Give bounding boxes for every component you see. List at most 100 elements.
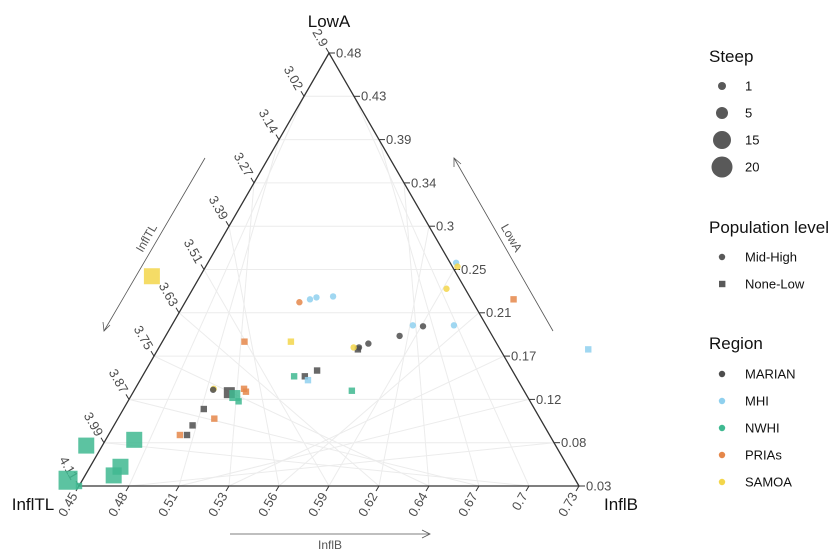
point-nwhi: [126, 431, 143, 448]
point-prias: [296, 299, 303, 306]
legend-shape: Population level Mid-High None-Low: [709, 218, 829, 291]
legend-size-key: [716, 107, 728, 119]
legend-color-key: [718, 424, 726, 432]
legend-color: Region MARIAN MHI NWHI PRIAs SAMOA: [709, 334, 796, 489]
tick-mark-left: [175, 307, 180, 314]
point-marian: [183, 431, 191, 439]
tick-label-right: 0.03: [586, 478, 611, 493]
point-samoa: [143, 268, 160, 285]
legend-color-title: Region: [709, 334, 763, 353]
point-marian: [301, 373, 309, 380]
axis-name-bottom: InflB: [318, 538, 342, 552]
point-mhi: [304, 376, 312, 384]
legend-color-key: [718, 478, 726, 486]
point-nwhi: [348, 387, 356, 394]
tick-label-left: 3.99: [81, 409, 107, 438]
tick-label-right: 0.12: [536, 392, 561, 407]
point-mhi: [409, 322, 417, 329]
tick-label-right: 0.48: [336, 45, 361, 60]
legend-size-key: [711, 156, 733, 178]
tick-label-right: 0.21: [486, 305, 511, 320]
tick-label-right: 0.34: [411, 175, 436, 190]
tick-mark-left: [250, 177, 255, 184]
axis-name-left: InflTL: [133, 221, 160, 254]
point-marian: [189, 422, 196, 429]
legend-size-key: [718, 82, 726, 90]
axis-name-right: LowA: [498, 221, 525, 254]
point-mhi: [306, 296, 314, 303]
grid-line: [403, 182, 430, 487]
tick-mark-bottom: [525, 485, 530, 492]
tick-mark-bottom: [375, 485, 380, 492]
point-marian: [419, 323, 427, 330]
legend-size-title: Steep: [709, 47, 753, 66]
grid-line: [378, 139, 480, 487]
tick-label-left: 3.75: [131, 323, 157, 352]
tick-label-left: 3.51: [181, 236, 207, 265]
tick-label-bottom: 0.7: [509, 490, 531, 513]
legend-size-label: 5: [745, 105, 752, 120]
tick-label-left: 3.87: [106, 366, 132, 395]
grid-lines: [103, 95, 555, 487]
legend-color-key: [718, 370, 726, 378]
point-prias: [510, 296, 517, 303]
legend-color-key: [718, 451, 726, 459]
point-mhi: [450, 322, 458, 329]
tick-label-left: 3.39: [206, 193, 232, 222]
tick-label-bottom: 0.73: [555, 490, 581, 519]
legend-color-key: [718, 397, 726, 405]
tick-mark-bottom: [575, 485, 580, 492]
point-prias: [241, 338, 248, 345]
legend-shape-label: None-Low: [745, 276, 805, 291]
legend-color-label: SAMOA: [745, 474, 792, 489]
point-prias: [176, 431, 184, 439]
legend-shape-title: Population level: [709, 218, 829, 237]
legend-size-key: [713, 131, 731, 149]
point-marian: [200, 405, 208, 413]
legend-size-label: 1: [745, 78, 752, 93]
corner-label-left: InflTL: [12, 495, 55, 514]
point-nwhi: [229, 390, 241, 402]
legend-color-label: NWHI: [745, 420, 780, 435]
tick-label-bottom: 0.62: [355, 490, 381, 519]
tick-mark-left: [150, 350, 155, 357]
point-prias: [211, 415, 218, 422]
point-mhi: [329, 293, 337, 300]
tick-mark-left: [100, 437, 105, 443]
point-mhi: [313, 294, 320, 301]
tick-label-bottom: 0.67: [455, 490, 481, 519]
legend-size-label: 20: [745, 159, 759, 174]
point-marian: [396, 332, 403, 340]
tick-mark-left: [275, 134, 280, 140]
point-nwhi: [78, 437, 95, 454]
point-marian: [354, 346, 362, 353]
point-mhi: [585, 346, 592, 353]
tick-mark-bottom: [425, 485, 430, 492]
point-samoa: [443, 285, 450, 292]
legend-size-label: 15: [745, 132, 759, 147]
legend-color-label: PRIAs: [745, 447, 782, 462]
tick-label-bottom: 0.48: [105, 490, 131, 519]
tick-mark-left: [300, 91, 305, 97]
tick-mark-bottom: [275, 485, 280, 492]
tick-mark-left: [200, 264, 205, 270]
point-samoa: [287, 338, 295, 345]
point-nwhi: [290, 373, 298, 380]
tick-label-right: 0.25: [461, 262, 486, 277]
point-nwhi: [105, 467, 122, 484]
tick-label-bottom: 0.51: [155, 490, 181, 519]
tick-label-right: 0.08: [561, 435, 586, 450]
point-samoa: [454, 263, 461, 270]
corner-label-right: InflB: [604, 495, 638, 514]
legend-shape-key: [719, 280, 726, 288]
tick-label-left: 3.27: [231, 150, 257, 179]
tick-mark-bottom: [175, 485, 180, 492]
legend-color-label: MHI: [745, 393, 769, 408]
legend-shape-key: [718, 253, 726, 261]
point-marian: [209, 386, 217, 393]
tick-label-bottom: 0.59: [305, 490, 331, 519]
data-points: [58, 259, 592, 490]
axis-arrow-bottom: InflB: [230, 529, 431, 552]
corner-label-top: LowA: [308, 12, 351, 31]
